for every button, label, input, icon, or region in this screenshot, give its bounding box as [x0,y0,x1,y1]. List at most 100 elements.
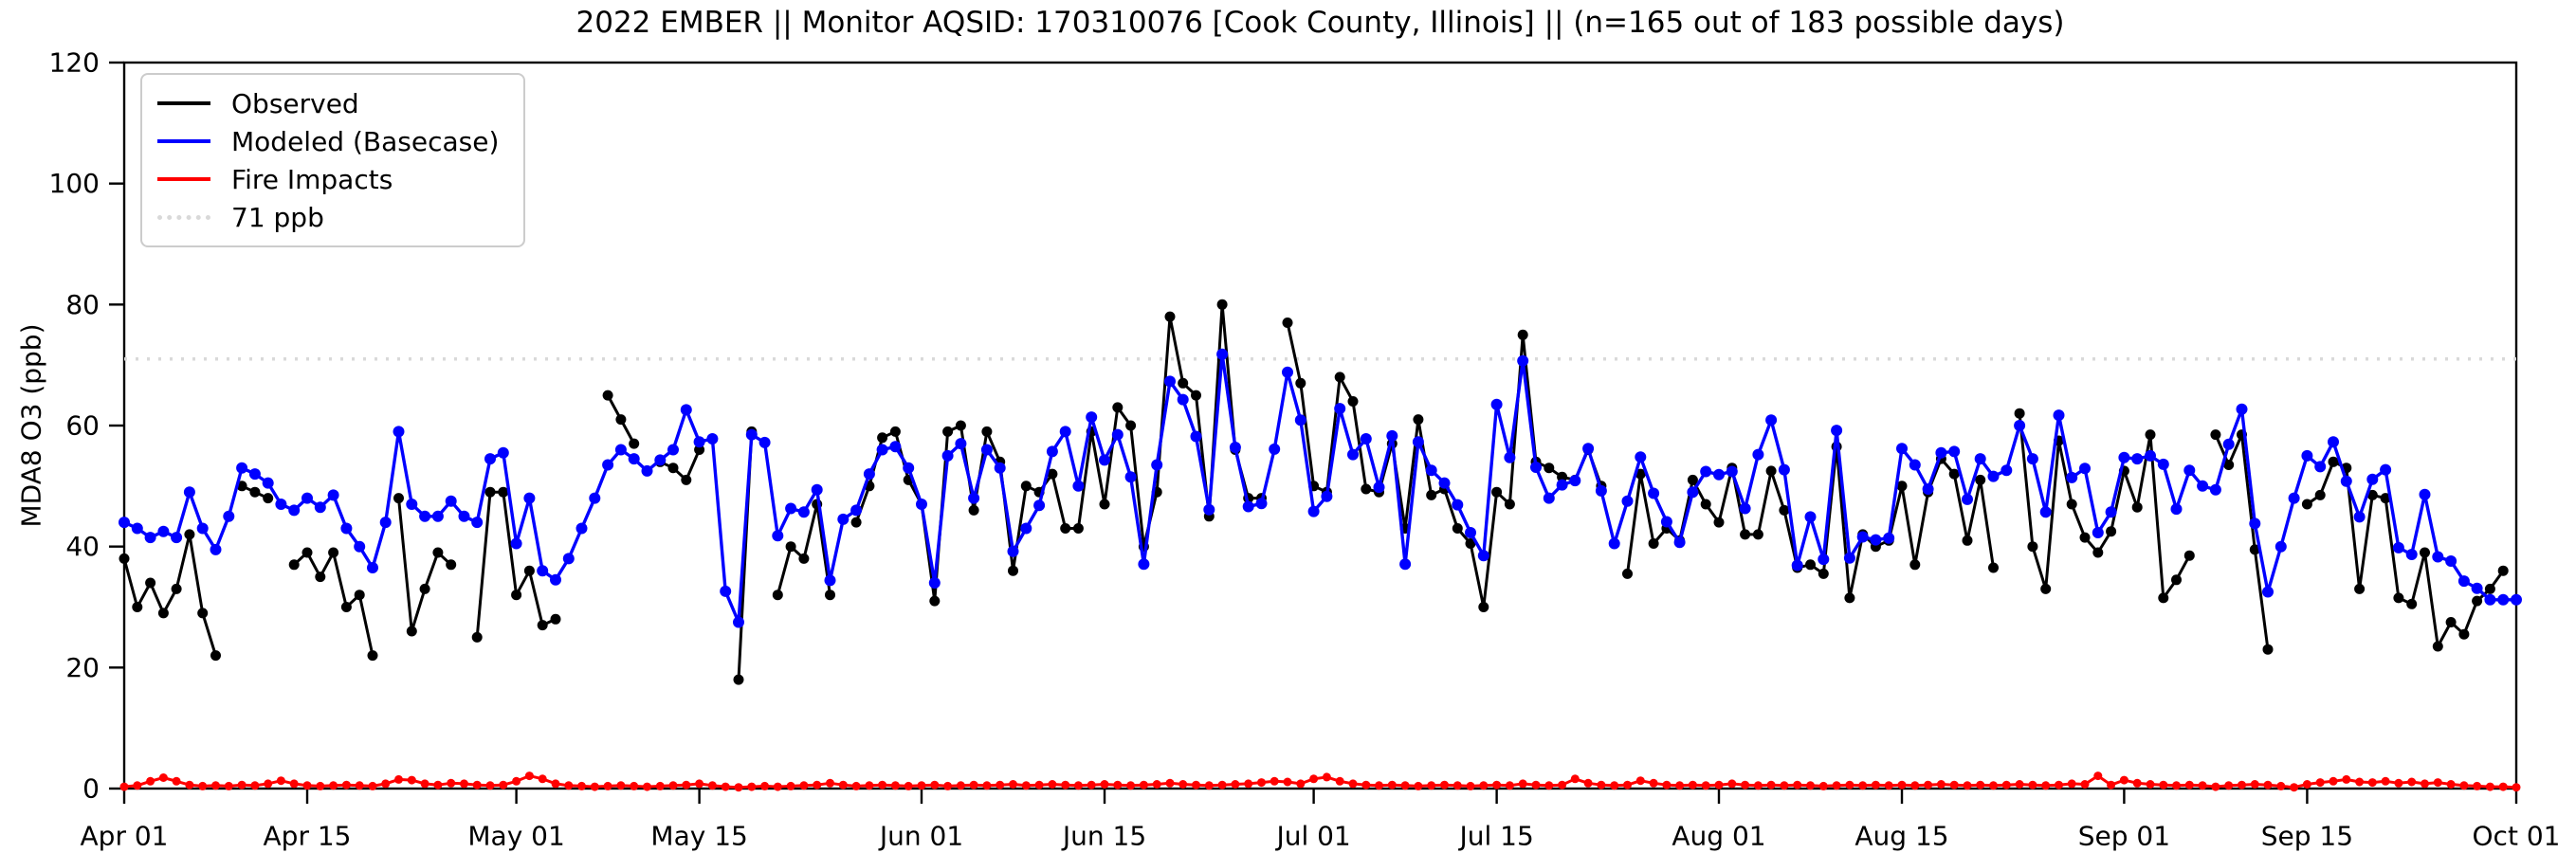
modeled-line-marker [2170,503,2183,516]
observed-line-marker [681,474,692,485]
modeled-line-marker [2183,464,2196,477]
modeled-line-marker [2301,449,2313,462]
modeled-line-marker [1791,559,1803,572]
modeled-line-marker [1086,411,1098,424]
observed-line-marker [1909,559,1921,571]
fire-impacts-line-marker [1466,781,1475,790]
fire-impacts-line-marker [1073,781,1083,790]
fire-impacts-line-marker [2198,781,2207,790]
fire-impacts-line-marker [1204,781,1214,790]
observed-line-marker [1465,538,1476,549]
observed-line-marker [1844,592,1855,604]
modeled-line-marker [628,453,640,465]
fire-impacts-line-marker [2302,780,2311,789]
fire-impacts-line-marker [1845,780,1854,789]
modeled-line [123,353,2516,625]
fire-impacts-line-marker [2315,778,2325,788]
x-tick-label: May 01 [467,821,564,852]
fire-impacts-line-marker [760,781,770,790]
modeled-line-marker [1595,484,1607,497]
fire-impacts-line-marker [851,781,861,790]
observed-line-marker [1491,486,1503,498]
fire-impacts-line-marker [119,782,129,791]
modeled-line-marker [2236,403,2248,415]
modeled-line-marker [1739,502,1751,515]
modeled-line-marker [575,522,588,535]
modeled-line-marker [2328,436,2339,448]
modeled-line-marker [1843,552,1855,564]
fire-impacts-line-marker [1231,780,1240,789]
modeled-line-marker [2392,541,2404,554]
observed-line-marker [1713,517,1725,528]
fire-impacts-line-marker [2367,778,2377,788]
modeled-line-marker [1831,425,1843,437]
observed-line-marker [694,445,705,455]
observed-line-marker [328,547,339,558]
observed-line-marker [1896,481,1908,492]
legend-item-threshold: 71 ppb [157,198,499,236]
modeled-line-marker [354,540,366,553]
observed-line-marker [1557,471,1568,482]
modeled-line-marker [1660,516,1672,528]
observed-line-marker [1008,565,1018,576]
fire-impacts-line-marker [577,781,586,790]
fire-impacts-line-marker [1009,780,1017,789]
modeled-line-marker [1216,348,1229,360]
fire-impacts-line-marker [1623,780,1632,789]
modeled-line-marker [1452,499,1464,511]
modeled-line-marker [1307,505,1320,517]
fire-impacts-line-marker [1675,781,1685,790]
modeled-line-marker [1582,443,1595,455]
modeled-line-marker [2053,409,2065,422]
observed-line-marker [2432,641,2443,652]
modeled-line-marker [2039,506,2052,518]
modeled-line-marker [1177,393,1189,406]
observed-line-marker [1282,318,1293,328]
observed-line-marker [2040,583,2052,594]
modeled-line-marker [2457,575,2470,588]
fire-impacts-line-marker [2329,776,2338,786]
modeled-line-marker [876,444,888,456]
modeled-line-marker [1765,414,1778,426]
modeled-line-marker [210,543,222,555]
modeled-line-marker [1373,481,1385,494]
observed-line-marker [1544,463,1555,474]
observed-line-marker [2092,547,2104,558]
observed-line-marker [1164,311,1176,322]
chart-title: 2022 EMBER || Monitor AQSID: 170310076 [… [575,6,2065,40]
y-axis-label: MDA8 O3 (ppb) [15,323,47,528]
fire-impacts-line-marker [1178,780,1188,789]
modeled-line-marker [1465,527,1476,538]
fire-impacts-line-marker [1192,780,1200,789]
fire-impacts-line-marker [956,781,965,790]
fire-impacts-line-marker [368,781,377,790]
y-tick-label: 80 [65,289,100,320]
fire-impacts-line-marker [1217,780,1227,789]
observed-line-marker [484,486,496,498]
modeled-line-marker [1334,403,1346,415]
observed-line-marker [785,541,796,553]
fire-impacts-line-marker [381,779,391,789]
modeled-line-marker [2262,586,2274,598]
modeled-line-marker [745,428,758,441]
observed-line-marker [171,583,182,594]
fire-impacts-line-marker [734,783,743,792]
observed-line-marker [197,608,209,619]
modeled-line-marker [2511,593,2522,606]
x-tick-label: Apr 01 [81,821,169,852]
fire-impacts-line-marker [1113,780,1123,789]
observed-line-marker [301,547,313,558]
observed-line-marker [2458,628,2470,640]
fire-impacts-line-marker [1257,778,1266,788]
observed-line-marker [877,432,888,444]
modeled-line-marker [641,464,653,477]
modeled-line-marker [314,501,326,514]
fire-impacts-line-marker [1126,781,1136,790]
fire-impacts-line-marker [1610,781,1619,790]
modeled-line-marker [1255,498,1268,510]
observed-line-marker [2106,526,2117,537]
modeled-line-marker [680,404,692,416]
modeled-line-marker [1608,537,1620,550]
modeled-line-marker [1425,464,1437,477]
fire-impacts-line-marker [786,781,795,790]
